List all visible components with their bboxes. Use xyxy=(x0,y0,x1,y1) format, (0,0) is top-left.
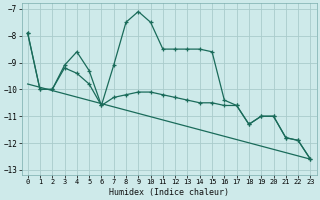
X-axis label: Humidex (Indice chaleur): Humidex (Indice chaleur) xyxy=(109,188,229,197)
